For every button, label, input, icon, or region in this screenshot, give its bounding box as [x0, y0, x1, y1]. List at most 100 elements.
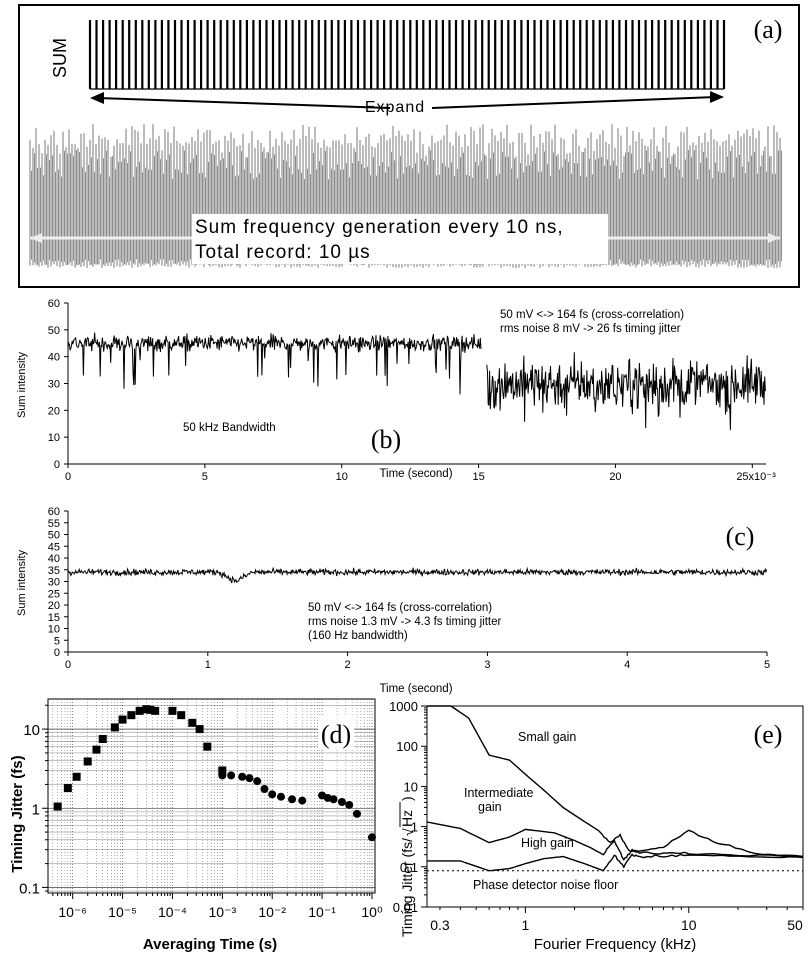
panel-d-point-circle — [276, 792, 285, 801]
panel-b-x-tick-label: 5 — [202, 471, 208, 483]
panel-e-series-1 — [426, 821, 804, 861]
panel-e-x-tick-label: 0.3 — [430, 917, 450, 933]
panel-d-point-square — [151, 706, 160, 715]
panel-c-y-tick-label: 30 — [48, 577, 60, 589]
panel-c-ylabel: Sum intensity — [16, 549, 28, 616]
panel-a-record-arrow-right — [768, 233, 780, 243]
panel-e-label-high-gain: High gain — [521, 836, 574, 850]
panel-d-point-circle — [238, 772, 247, 781]
panel-b-xlabel: Time (second) — [379, 468, 452, 480]
panel-e-xlabel: Fourier Frequency (kHz) — [534, 936, 697, 953]
panel-d-point-circle — [288, 795, 297, 804]
panel-a-annotation-line1: Sum frequency generation every 10 ns, — [195, 217, 564, 238]
panel-e-y-tick-label: 1 — [411, 820, 418, 835]
panel-d-point-circle — [268, 790, 277, 799]
panel-d-x-tick-label: 10⁻³ — [209, 904, 237, 920]
panel-d-label-bg — [318, 716, 354, 749]
panel-b-y-tick-label: 30 — [48, 379, 60, 391]
panel-d-point-square — [92, 745, 101, 754]
panel-d-point-square — [168, 706, 177, 715]
panel-d-point-circle — [298, 796, 307, 805]
panel-b: 0 10 20 30 40 50 60 0 5 10 15 20 25x10⁻³ 50 mV <-> 1… — [16, 298, 776, 483]
panel-d-point-square — [135, 706, 144, 715]
panel-c-x-tick-label: 1 — [205, 659, 211, 671]
panel-d-point-square — [63, 784, 72, 793]
panel-b-x-tick-label: 0 — [65, 471, 71, 483]
panel-d-y-tick-label: 1 — [32, 801, 40, 818]
panel-c-y-tick-label: 55 — [48, 518, 60, 530]
panel-d-point-square — [127, 711, 136, 720]
panel-b-x-tick-label: 10 — [336, 471, 348, 483]
panel-d: 0.1 1 10 10⁻⁶ 10⁻⁵ 10⁻⁴ 10⁻³ 10⁻² 10⁻¹ 10⁰ (d) Av… — [9, 698, 383, 953]
panel-c-y-tick-label: 50 — [48, 530, 60, 542]
panel-b-y-tick-label: 50 — [48, 325, 60, 337]
panel-c-x-tick-label: 3 — [484, 659, 490, 671]
panel-a-record-arrow-left — [30, 233, 42, 243]
panel-d-point-square — [195, 725, 204, 734]
panel-d-point-square — [203, 742, 212, 751]
panel-c-y-tick-label: 5 — [54, 635, 60, 647]
panel-d-xlabel: Averaging Time (s) — [143, 936, 277, 953]
panel-a-dense-lines — [29, 124, 781, 268]
panel-e-y-tick-label: 1000 — [389, 699, 418, 714]
panel-c-x-tick-label: 2 — [345, 659, 351, 671]
panel-e-ylabel-sqrt: Hz — [399, 810, 415, 827]
panel-d-point-square — [218, 766, 227, 775]
panel-e-y-tick-label: 100 — [396, 739, 418, 754]
panel-e-ylabel-radical: √ — [400, 828, 416, 836]
panel-e-label-intermediate-2: gain — [478, 800, 502, 814]
panel-c-x-tick-label: 5 — [764, 659, 770, 671]
panel-d-y-tick-label: 0.1 — [19, 880, 40, 897]
panel-d-axes: 0.1 1 10 10⁻⁶ 10⁻⁵ 10⁻⁴ 10⁻³ 10⁻² 10⁻¹ 10⁰ — [19, 698, 383, 920]
panel-b-x-tick-label: 25x10⁻³ — [736, 471, 776, 483]
panel-d-x-tick-label: 10⁻⁵ — [108, 904, 137, 920]
panel-d-point-square — [177, 711, 186, 720]
panel-d-point-square — [146, 705, 155, 714]
panel-c-y-tick-label: 40 — [48, 553, 60, 565]
panel-c-x-tick-label: 0 — [65, 659, 71, 671]
panel-b-label: (b) — [371, 425, 401, 454]
panel-d-point-square — [118, 715, 127, 724]
panel-b-annotation-top1: 50 mV <-> 164 fs (cross-correlation) — [500, 309, 684, 321]
panel-e-series-2 — [427, 853, 804, 872]
panel-d-point-circle — [260, 785, 269, 794]
panel-d-point-circle — [345, 800, 354, 809]
panel-e-ylabel-main: Timing Jitter (fs/ — [399, 838, 415, 937]
panel-e-ylabel-close: ) — [399, 796, 415, 801]
panel-e: 0.01 0.1 1 10 100 1000 0.3 1 10 50 Small gain Int… — [389, 699, 804, 953]
panel-d-point-circle — [329, 795, 338, 804]
panel-c-y-tick-label: 15 — [48, 612, 60, 624]
panel-d-point-square — [53, 802, 62, 811]
panel-b-ylabel: Sum intensity — [16, 351, 28, 418]
panel-c-annotation3: (160 Hz bandwidth) — [308, 630, 408, 642]
panel-c-y-tick-label: 45 — [48, 541, 60, 553]
panel-d-x-tick-label: 10⁻² — [258, 904, 286, 920]
panel-b-y-tick-label: 60 — [48, 298, 60, 310]
panel-c-y-tick-label: 60 — [48, 506, 60, 518]
panel-a-series-label: SUM — [50, 38, 70, 78]
panel-e-axes: 0.01 0.1 1 10 100 1000 0.3 1 10 50 — [389, 699, 804, 933]
panel-a: (a) SUM Expand Sum frequency generation … — [18, 4, 800, 288]
panel-c-trace — [67, 566, 768, 584]
panel-d-y-tick-label: 10 — [23, 722, 40, 739]
panel-a-annotation-line2: Total record: 10 µs — [195, 242, 371, 263]
panel-b-annotation-top2: rms noise 8 mV -> 26 fs timing jitter — [500, 323, 681, 335]
panel-a-expand-label: Expand — [365, 99, 425, 116]
panel-a-frame — [18, 4, 800, 288]
panel-d-frame — [47, 698, 376, 894]
panel-e-label-noise-floor: Phase detector noise floor — [473, 878, 618, 892]
panel-b-x-tick-label: 20 — [609, 471, 621, 483]
panel-e-y-tick-label: 0.1 — [400, 860, 418, 875]
panel-a-label: (a) — [754, 15, 783, 44]
panel-c-y-tick-label: 35 — [48, 565, 60, 577]
panel-c-y-tick-label: 10 — [48, 624, 60, 636]
panel-a-expand-arrows — [90, 91, 724, 109]
panel-e-x-tick-label: 10 — [681, 917, 697, 933]
panel-d-x-tick-label: 10⁻¹ — [308, 904, 336, 920]
panel-d-label: (d) — [321, 720, 351, 749]
panel-d-point-circle — [337, 797, 346, 806]
panel-e-label: (e) — [754, 720, 783, 749]
panel-d-point-circle — [218, 771, 227, 780]
